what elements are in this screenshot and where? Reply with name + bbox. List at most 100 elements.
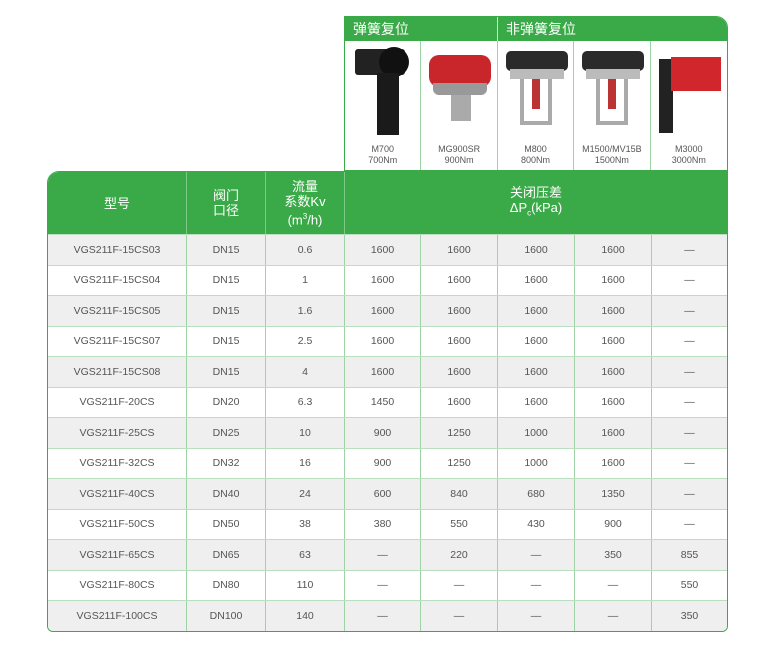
header-model: 型号 [48,172,187,234]
table-row: VGS211F-15CS04 DN15 1 1600 1600 1600 1600— [48,264,727,295]
table-cell: 1250 [421,448,498,478]
table-cell: 10 [266,418,345,448]
table-cell: — [684,396,695,409]
actuator-panel: 弹簧复位 非弹簧复位 M700 700Nm MG900SR 900Nm M800 80… [344,16,728,171]
product-model: M1500/MV15B [582,144,642,154]
table-cell: VGS211F-100CS [48,601,187,631]
table-row: VGS211F-50CS DN50 38 380 550 430 900 — [48,508,727,539]
table-cell: VGS211F-40CS [48,479,187,509]
table-cell: 1 [266,265,345,295]
header-dn: 阀门 口径 [187,172,266,234]
table-cell: 4 [266,357,345,387]
table-cell: — [345,540,421,570]
table-cell: — [684,274,695,287]
table-cell: VGS211F-15CS03 [48,235,187,265]
product-torque: 700Nm [368,155,398,165]
table-body: VGS211F-15CS03 DN15 0.6 1600 1600 1600 1600— VG… [48,234,727,631]
table-cell: — [345,601,421,631]
product-model: M3000 [675,144,703,154]
table-cell: VGS211F-15CS07 [48,326,187,356]
table-cell: 1.6 [266,296,345,326]
table-cell: 1600 [575,387,652,417]
table-cell: 1350 [575,479,652,509]
table-cell: 1450 [345,387,421,417]
table-cell: 1600 [498,265,575,295]
table-cell: DN15 [187,265,266,295]
table-cell: 1600 [498,296,575,326]
product-model: MG900SR [438,144,481,154]
table-cell: 16 [266,448,345,478]
table-cell: 1600 [345,265,421,295]
table-cell: 1600 [498,326,575,356]
table-cell: 0.6 [266,235,345,265]
actuator-image [427,47,492,135]
table-cell: 1600 [575,418,652,448]
table-cell: 550 [421,509,498,539]
table-cell: 1600 [345,235,421,265]
table-cell: VGS211F-15CS08 [48,357,187,387]
table-cell: 2.5 [266,326,345,356]
table-cell: 1600 [498,387,575,417]
table-cell: — [345,570,421,600]
table-cell: — [684,304,695,317]
table-row: VGS211F-25CS DN25 10 900 1250 1000 1600 — [48,417,727,448]
table-cell: — [684,335,695,348]
table-cell: — [575,570,652,600]
table-cell: 1600 [575,235,652,265]
table-row: VGS211F-15CS03 DN15 0.6 1600 1600 1600 1600— [48,234,727,265]
table-cell: — [684,243,695,256]
valve-table: 型号 阀门 口径 流量 系数Kv (m3/h) 关闭压差 ΔPc(kPa) VGS211… [47,171,728,632]
table-row: VGS211F-100CS DN100 140— — — —350 [48,600,727,631]
table-cell: 1600 [498,235,575,265]
table-row: VGS211F-40CS DN40 24 600 840 680 1350 — [48,478,727,509]
table-cell: — [575,601,652,631]
table-cell: 900 [345,418,421,448]
table-cell: 1600 [421,235,498,265]
product-m1500: M1500/MV15B 1500Nm [574,41,651,170]
product-torque: 1500Nm [594,155,629,165]
table-cell: VGS211F-32CS [48,448,187,478]
table-cell: 1600 [345,357,421,387]
actuator-image [657,47,721,135]
table-cell: 63 [266,540,345,570]
table-cell: VGS211F-80CS [48,570,187,600]
table-cell: 1600 [345,296,421,326]
table-cell: VGS211F-65CS [48,540,187,570]
table-row: VGS211F-15CS05 DN15 1.6 1600 1600 1600 1600— [48,295,727,326]
table-cell: 1250 [421,418,498,448]
table-cell: 24 [266,479,345,509]
table-cell: 1600 [575,326,652,356]
table-cell: — [684,365,695,378]
table-cell: DN40 [187,479,266,509]
table-cell: VGS211F-15CS05 [48,296,187,326]
table-row: VGS211F-65CS DN65 63—220—350 855 [48,539,727,570]
table-cell: 380 [345,509,421,539]
table-cell: DN32 [187,448,266,478]
table-cell: 1600 [421,357,498,387]
table-header: 型号 阀门 口径 流量 系数Kv (m3/h) 关闭压差 ΔPc(kPa) [48,172,727,234]
product-torque: 3000Nm [671,155,706,165]
table-cell: VGS211F-25CS [48,418,187,448]
table-cell: 550 [680,579,699,592]
actuator-image [351,47,414,135]
table-cell: DN80 [187,570,266,600]
table-cell: DN15 [187,357,266,387]
group-non-spring-return: 非弹簧复位 [506,21,576,37]
table-row: VGS211F-32CS DN32 16 900 1250 1000 1600 — [48,447,727,478]
table-cell: VGS211F-50CS [48,509,187,539]
product-torque: 800Nm [521,155,551,165]
table-cell: — [498,570,575,600]
table-cell: 1600 [575,296,652,326]
table-cell: DN15 [187,296,266,326]
table-cell: 1600 [575,357,652,387]
table-cell: — [421,601,498,631]
table-cell: DN50 [187,509,266,539]
product-model: M800 [524,144,547,154]
table-cell: 350 [575,540,652,570]
table-cell: 1600 [345,326,421,356]
table-cell: 900 [575,509,652,539]
table-cell: DN15 [187,235,266,265]
product-m800: M800 800Nm [498,41,575,170]
table-cell: 1600 [421,296,498,326]
table-cell: 1600 [498,357,575,387]
